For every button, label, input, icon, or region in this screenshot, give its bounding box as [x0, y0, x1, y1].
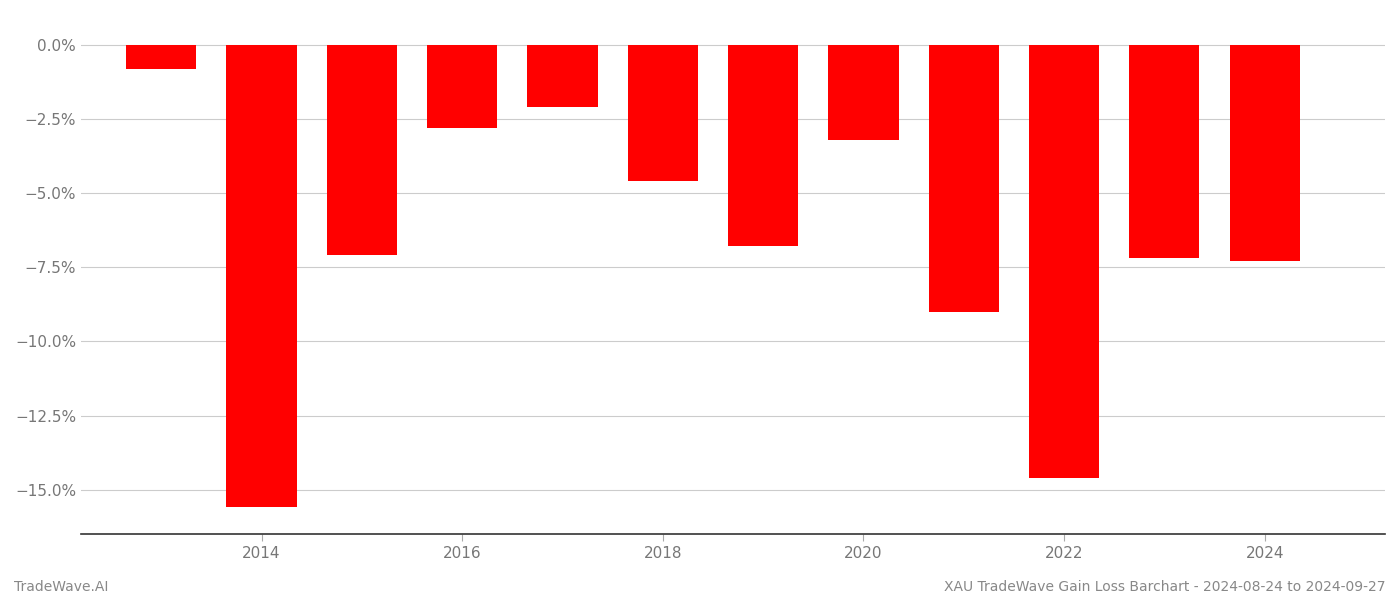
Bar [627, 45, 697, 181]
Bar [728, 45, 798, 247]
Bar [1229, 45, 1299, 262]
Text: XAU TradeWave Gain Loss Barchart - 2024-08-24 to 2024-09-27: XAU TradeWave Gain Loss Barchart - 2024-… [945, 580, 1386, 594]
Bar [928, 45, 998, 312]
Text: TradeWave.AI: TradeWave.AI [14, 580, 108, 594]
Bar [528, 45, 598, 107]
Bar [227, 45, 297, 508]
Bar [427, 45, 497, 128]
Bar [326, 45, 398, 256]
Bar [1029, 45, 1099, 478]
Bar [126, 45, 196, 68]
Bar [829, 45, 899, 140]
Bar [1130, 45, 1200, 259]
